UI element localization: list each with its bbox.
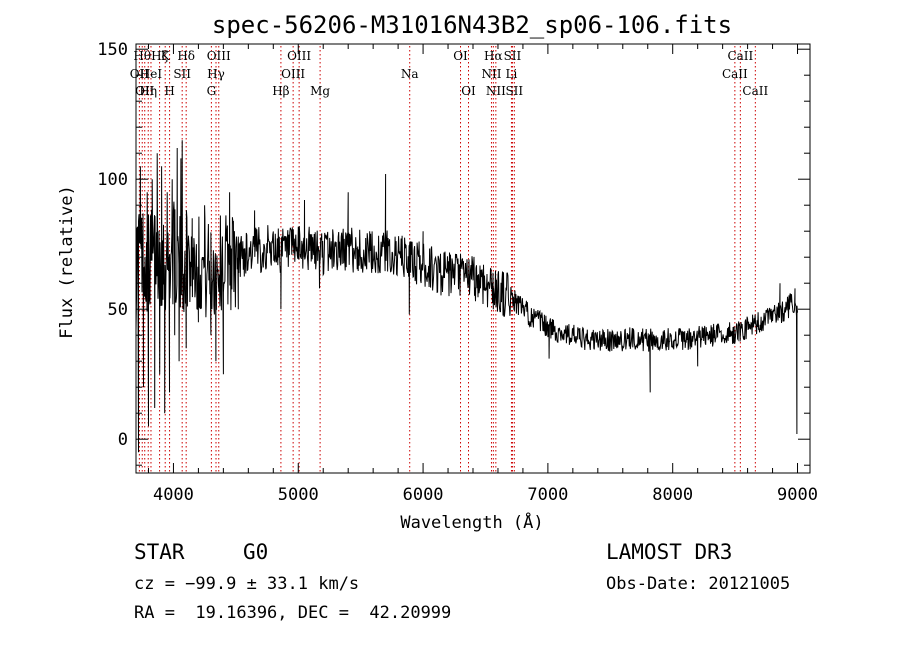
line-label: Hθ <box>133 49 151 63</box>
x-tick-label: 5000 <box>278 485 319 505</box>
y-axis-label: Flux (relative) <box>57 185 77 339</box>
y-tick-label: 0 <box>118 430 128 450</box>
line-label: Hβ <box>272 84 289 98</box>
line-label: OIII <box>207 49 231 63</box>
x-tick-label: 9000 <box>777 485 818 505</box>
line-label: SII <box>504 49 522 63</box>
line-label: OIII <box>287 49 311 63</box>
line-label: Hδ <box>177 49 195 63</box>
spectral-line-labels: OIIHθOIIHηHeIHζKHSIIHδGHγOIIIHβOIIIOIIIM… <box>130 49 769 98</box>
survey-name: LAMOST DR3 <box>606 540 733 564</box>
line-label: CaII <box>727 49 753 63</box>
y-tick-label: 50 <box>108 300 128 320</box>
line-label: OI <box>453 49 468 63</box>
line-label: OIII <box>281 67 305 81</box>
x-tick-label: 6000 <box>403 485 444 505</box>
chart-title: spec-56206-M31016N43B2_sp06-106.fits <box>212 11 732 39</box>
line-label: HeI <box>140 67 163 81</box>
redshift-readout: cz = −99.9 ± 33.1 km/s <box>134 574 360 594</box>
object-class: STAR <box>134 540 185 564</box>
line-label: G <box>207 84 217 98</box>
line-label: Hα <box>484 49 503 63</box>
x-tick-label: 4000 <box>153 485 194 505</box>
line-label: SII <box>173 67 191 81</box>
line-label: Hζ <box>151 49 168 63</box>
observation-date: Obs-Date: 20121005 <box>606 574 791 594</box>
line-label: NII <box>481 67 501 81</box>
line-label: Hη <box>139 84 157 98</box>
axis-ticks: 4000 5000 6000 7000 8000 9000 0 50 100 150 <box>97 40 818 505</box>
line-label: H <box>164 84 174 98</box>
line-label: OI <box>461 84 476 98</box>
line-label: OII <box>135 84 155 98</box>
line-label: Li <box>506 67 518 81</box>
x-axis-label: Wavelength (Å) <box>400 511 543 533</box>
line-label: OII <box>130 67 150 81</box>
line-label: Na <box>401 67 419 81</box>
x-tick-label: 7000 <box>527 485 568 505</box>
line-label: SII <box>505 84 523 98</box>
spectrum-line <box>135 140 798 453</box>
line-label: CaII <box>722 67 748 81</box>
coordinates-readout: RA = 19.16396, DEC = 42.20999 <box>134 603 452 623</box>
line-label: NII <box>486 84 506 98</box>
line-label: K <box>161 49 171 63</box>
line-label: CaII <box>742 84 768 98</box>
line-label: Mg <box>310 84 330 98</box>
y-tick-label: 150 <box>97 40 128 60</box>
x-tick-label: 8000 <box>652 485 693 505</box>
line-label: Hγ <box>207 67 225 81</box>
y-tick-label: 100 <box>97 170 128 190</box>
spectral-subclass: G0 <box>243 540 269 564</box>
